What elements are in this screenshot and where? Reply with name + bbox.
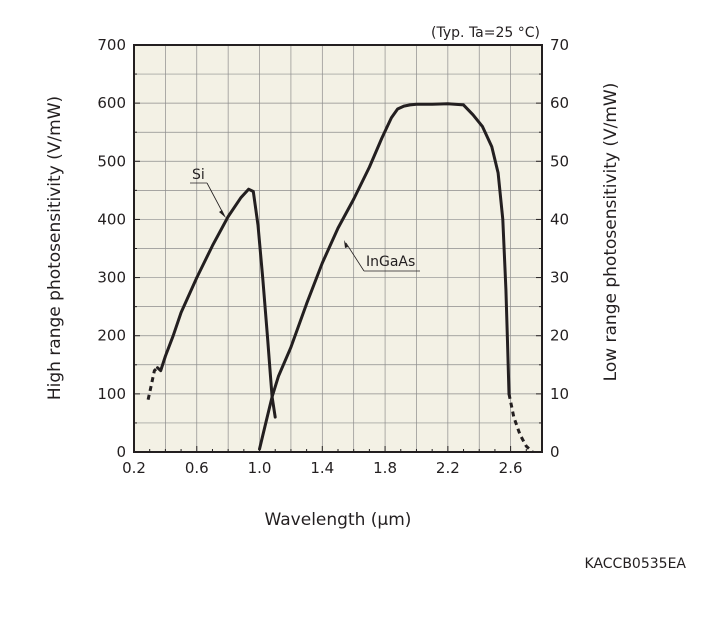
- grid: [134, 45, 542, 452]
- y-left-tick-label: 500: [97, 152, 126, 170]
- y-axis-left-title: High range photosensitivity (V/mW): [45, 96, 65, 400]
- si-label-leader-diagonal: [206, 182, 225, 216]
- x-tick-label: 0.6: [185, 459, 209, 477]
- y-left-tick-label: 0: [116, 443, 126, 461]
- y-axis-right-title: Low range photosensitivity (V/mW): [601, 83, 621, 382]
- y-right-tick-label: 60: [550, 94, 569, 112]
- y-right-tick-label: 50: [550, 152, 569, 170]
- y-right-tick-label: 70: [550, 36, 569, 54]
- series-lines: [146, 102, 534, 454]
- y-left-tick-label: 300: [97, 269, 126, 287]
- y-right-tick-label: 20: [550, 327, 569, 345]
- x-tick-label: 0.2: [122, 459, 146, 477]
- ingaas-label-arrowhead: [344, 240, 348, 248]
- y-right-tick-label: 40: [550, 210, 569, 228]
- ingaas-series-label: InGaAs: [366, 254, 415, 270]
- y-right-tick-label: 0: [550, 443, 560, 461]
- si-series-line: [156, 187, 277, 419]
- y-right-tick-label: 30: [550, 269, 569, 287]
- y-left-tick-label: 200: [97, 327, 126, 345]
- note-text: (Typ. Ta=25 °C): [431, 25, 540, 41]
- y-left-tick-label: 700: [97, 36, 126, 54]
- y-right-tick-label: 10: [550, 385, 569, 403]
- x-tick-label: 1.8: [373, 459, 397, 477]
- y-left-tick-label: 600: [97, 94, 126, 112]
- x-tick-label: 1.0: [248, 459, 272, 477]
- si-label-arrowhead: [219, 210, 226, 218]
- ingaas-label-leader-diagonal: [345, 242, 365, 272]
- x-tick-label: 1.4: [310, 459, 334, 477]
- y-left-tick-label: 100: [97, 385, 126, 403]
- x-tick-label: 2.6: [499, 459, 523, 477]
- x-tick-label: 2.2: [436, 459, 460, 477]
- figure-code: KACCB0535EA: [585, 556, 687, 572]
- tick-labels: 0.2 0.6 1.0 1.4 1.8 2.2 2.60100200300400500600…: [97, 36, 569, 477]
- si-series-dashed-extension: [146, 366, 159, 401]
- x-axis-title: Wavelength (μm): [265, 510, 412, 530]
- ingaas-series-line: [258, 102, 511, 451]
- si-series-label: Si: [192, 167, 205, 183]
- ingaas-series-dashed-extension: [507, 393, 534, 454]
- y-left-tick-label: 400: [97, 210, 126, 228]
